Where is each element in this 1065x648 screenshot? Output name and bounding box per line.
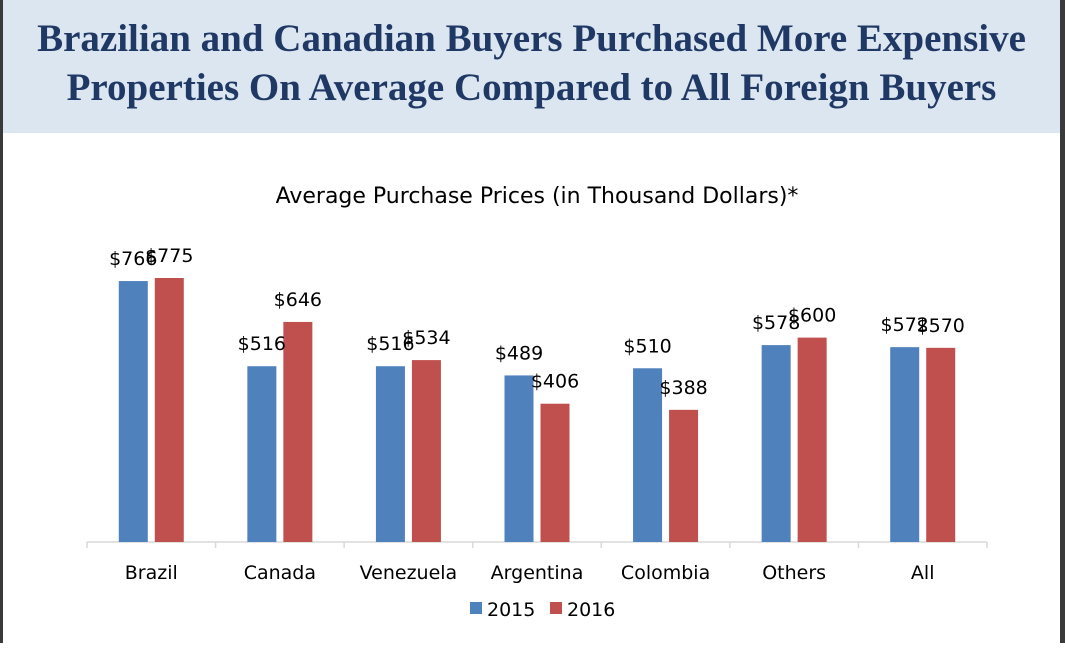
data-label: $388 [659,377,707,399]
data-label: $766 [109,248,157,270]
data-label: $516 [366,333,414,355]
legend-label: 2016 [567,599,615,621]
slide-title-line-1: Brazilian and Canadian Buyers Purchased … [37,17,1026,60]
data-label: $570 [917,315,965,337]
data-label: $646 [274,289,322,311]
category-label: Venezuela [360,562,458,584]
bar-2016-venezuela [411,360,441,542]
category-label: All [911,562,935,584]
data-label: $578 [752,312,800,334]
category-label: Canada [244,562,316,584]
bar-2016-canada [283,321,313,542]
window-frame-right [1060,0,1065,643]
data-label: $516 [238,333,286,355]
category-label: Argentina [491,562,584,584]
bar-2015-brazil [118,281,148,542]
category-label: Others [762,562,826,584]
data-label: $489 [495,342,543,364]
chart-title: Average Purchase Prices (in Thousand Dol… [276,184,799,209]
bar-2015-canada [247,366,277,542]
slide-title-line-2: Properties On Average Compared to All Fo… [66,66,997,109]
bar-2016-colombia [669,409,699,542]
window-frame-left [0,0,3,643]
data-label: $600 [788,305,836,327]
bar-2015-all [890,347,920,542]
category-label: Colombia [621,562,710,584]
data-label: $510 [623,335,671,357]
data-label: $775 [145,245,193,267]
data-label: $572 [881,314,929,336]
bar-2015-others [761,345,791,542]
data-label: $406 [531,371,579,393]
category-label: Brazil [125,562,178,584]
bar-2015-argentina [504,375,534,542]
legend-swatch-2015 [470,602,482,614]
chart-area: Average Purchase Prices (in Thousand Dol… [0,133,1065,643]
bar-2016-all [926,347,956,542]
bar-2016-others [797,337,827,542]
bar-chart: Average Purchase Prices (in Thousand Dol… [86,184,988,621]
slide-header: Brazilian and Canadian Buyers Purchased … [3,0,1060,133]
data-label: $534 [402,327,450,349]
legend-swatch-2016 [550,602,562,614]
legend-label: 2015 [487,599,535,621]
bar-2015-venezuela [375,366,405,542]
bar-2016-brazil [154,278,184,542]
slide-title: Brazilian and Canadian Buyers Purchased … [3,14,1060,112]
bar-2016-argentina [540,403,570,542]
bar-2015-colombia [633,368,663,542]
